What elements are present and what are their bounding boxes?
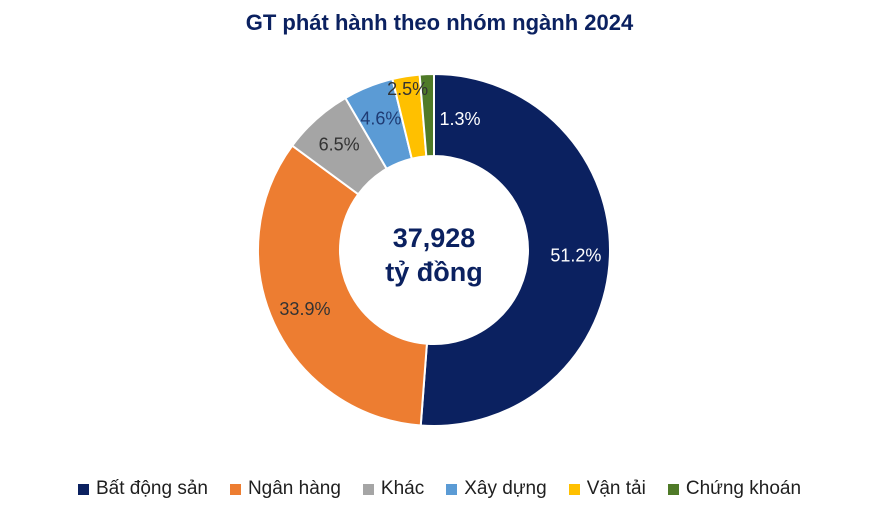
center-total-unit: tỷ đồng <box>385 257 482 287</box>
slice-labels: 51.2% 33.9% 6.5%4.6% 2.5% 1.3% <box>279 79 601 319</box>
legend-item: Vận tải <box>568 478 646 500</box>
legend-label: Bất động sản <box>95 478 208 499</box>
donut-hole <box>340 156 528 344</box>
slice-data-label: 51.2% <box>550 245 601 265</box>
legend-label: Xây dựng <box>464 478 547 499</box>
legend-swatch <box>229 483 241 495</box>
slice-data-label: 4.6% <box>360 108 401 128</box>
legend-label: Ngân hàng <box>247 478 341 499</box>
chart-legend: Bất động sản Ngân hàng Khác Xây dựng Vận tải… <box>0 478 879 500</box>
legend-swatch <box>667 483 679 495</box>
legend-item: Khác <box>362 478 425 500</box>
legend-label: Vận tải <box>586 478 646 499</box>
legend-item: Bất động sản <box>77 478 208 500</box>
slice-data-label: 6.5% <box>319 134 360 154</box>
legend-swatch <box>446 483 458 495</box>
legend-label: Chứng khoán <box>685 478 802 499</box>
slice-data-label: 2.5% <box>387 79 428 99</box>
center-total-value: 37,928 <box>393 223 476 253</box>
slice-data-label: 1.3% <box>439 109 480 129</box>
legend-item: Xây dựng <box>446 478 547 500</box>
legend-label: Khác <box>380 478 425 499</box>
legend-item: Ngân hàng <box>229 478 341 500</box>
legend-swatch <box>362 483 374 495</box>
legend-swatch <box>77 483 89 495</box>
chart-title: GT phát hành theo nhóm ngành 2024 <box>245 10 634 35</box>
legend-item: Chứng khoán <box>667 478 802 500</box>
slice-data-label: 33.9% <box>279 299 330 319</box>
legend-swatch <box>568 483 580 495</box>
